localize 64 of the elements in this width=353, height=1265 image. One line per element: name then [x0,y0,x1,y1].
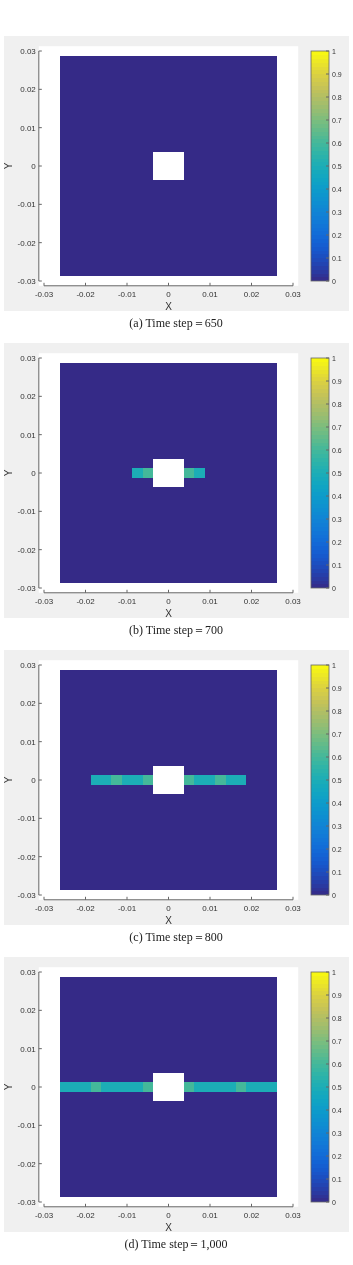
x-tick-label: 0 [166,596,172,606]
y-tick-label: 0.01 [20,430,37,440]
y-tick-label: -0.02 [17,852,37,862]
y-tick-label: 0.01 [20,737,37,747]
y-tick-label: 0.02 [20,85,37,95]
y-tick-label: 0.03 [20,47,37,56]
x-tick-label: -0.02 [76,596,96,606]
y-axis-title: Y [3,469,14,477]
x-tick-label: -0.01 [117,289,137,299]
text: (b) Time step＝700 [128,623,224,637]
x-tick-label: 0.03 [285,289,302,299]
x-tick-label: -0.02 [76,289,96,299]
y-tick-label: 0.02 [20,392,37,402]
y-tick-label: 0 [31,162,37,171]
y-tick-label: -0.02 [17,545,37,555]
y-tick-label: 0.02 [20,699,37,709]
text: (c) Time step＝800 [129,930,223,944]
x-tick-label: 0.01 [202,903,219,913]
x-tick-label: -0.01 [117,903,137,913]
y-tick-label: -0.01 [17,814,37,824]
y-tick-label: -0.01 [17,200,37,210]
text: (d) Time step＝1,000 [124,1237,228,1251]
x-axis-title: X [165,914,173,926]
x-tick-label: 0.03 [285,596,302,606]
x-tick-label: -0.02 [76,1210,96,1220]
y-tick-label: -0.03 [17,1198,37,1207]
x-tick-label: 0.01 [202,1210,219,1220]
y-tick-label: -0.01 [17,507,37,517]
y-tick-label: 0.01 [20,1044,37,1054]
y-tick-label: -0.01 [17,1121,37,1131]
y-tick-label: 0.03 [20,661,37,670]
x-tick-label: 0.03 [285,1210,302,1220]
x-tick-label: 0.02 [243,596,260,606]
x-tick-label: 0.03 [285,903,302,913]
y-tick-label: 0 [31,776,37,785]
y-tick-label: -0.03 [17,584,37,593]
text: (a) Time step＝650 [129,316,223,330]
x-axis-title: X [165,1221,173,1233]
x-tick-label: -0.02 [76,903,96,913]
y-tick-label: 0 [31,469,37,478]
y-tick-label: 0.02 [20,1006,37,1016]
y-axis-title: Y [3,1083,14,1091]
x-tick-label: 0.01 [202,289,219,299]
x-axis-title: X [165,300,173,312]
y-tick-label: 0.03 [20,968,37,977]
x-tick-label: 0 [166,289,172,299]
y-tick-label: 0.03 [20,354,37,363]
y-tick-label: -0.03 [17,277,37,286]
x-tick-label: -0.01 [117,1210,137,1220]
x-tick-label: 0.02 [243,1210,260,1220]
y-tick-label: 0.01 [20,123,37,133]
x-tick-label: 0.02 [243,903,260,913]
y-tick-label: -0.02 [17,238,37,248]
x-tick-label: -0.01 [117,596,137,606]
x-tick-label: 0 [166,1210,172,1220]
y-tick-label: -0.02 [17,1159,37,1169]
y-tick-label: -0.03 [17,891,37,900]
y-axis-title: Y [3,162,14,170]
x-tick-label: 0.02 [243,289,260,299]
y-axis-title: Y [3,776,14,784]
x-tick-label: 0.01 [202,596,219,606]
y-tick-label: 0 [31,1083,37,1092]
x-tick-label: 0 [166,903,172,913]
x-axis-title: X [165,607,173,619]
